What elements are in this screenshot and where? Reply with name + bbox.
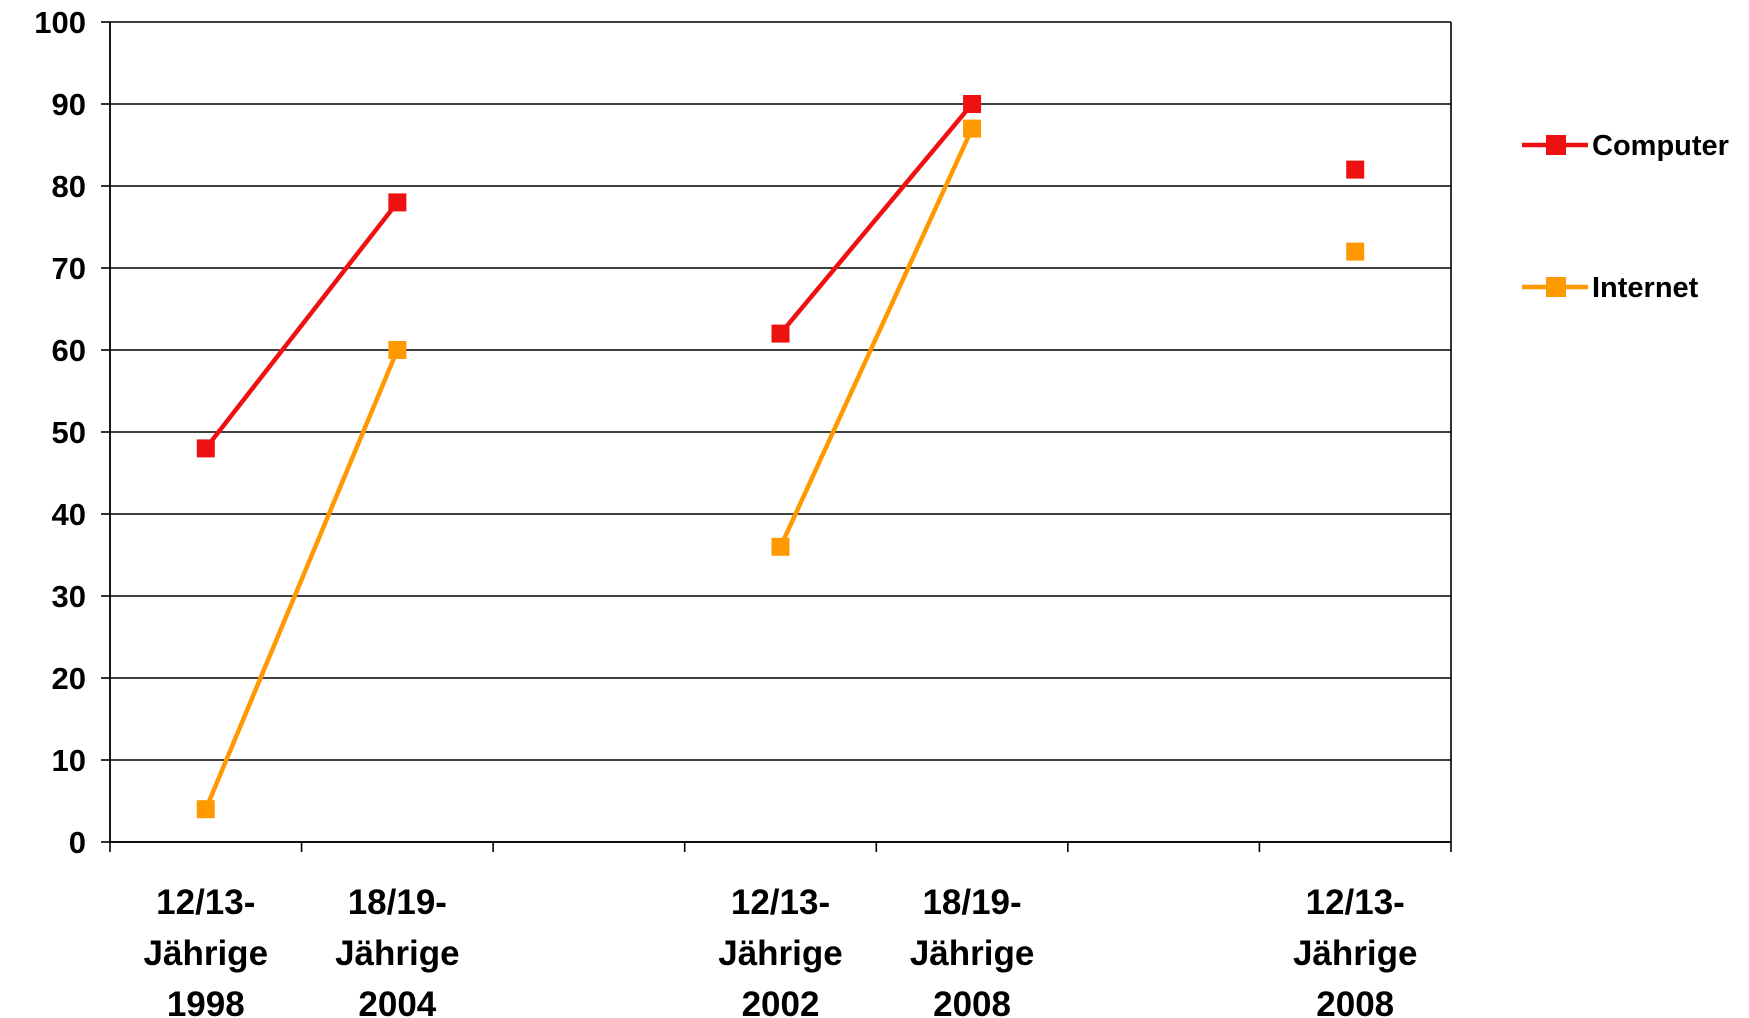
x-tick-label: 12/13- <box>1306 883 1405 922</box>
internet-line <box>203 349 400 811</box>
internet-legend-label: Internet <box>1592 272 1699 304</box>
y-tick-label: 50 <box>52 415 86 450</box>
y-tick-label: 60 <box>52 333 86 368</box>
internet-point <box>196 800 215 819</box>
x-tick-label: 12/13- <box>156 883 255 922</box>
y-tick-label: 10 <box>52 743 86 778</box>
y-tick-labels: 0 10 20 30 40 50 60 70 80 90 100 <box>34 5 86 860</box>
computer-point <box>963 95 982 113</box>
computer-line <box>778 102 974 336</box>
x-tick-labels: 12/13- Jährige 1998 18/19- Jährige 2004 12/13-… <box>144 883 1418 1018</box>
y-tick-label: 20 <box>52 661 86 696</box>
x-tick-label: Jährige <box>1293 934 1418 973</box>
gridlines <box>110 21 1451 843</box>
legend: Computer Internet <box>1522 130 1729 304</box>
x-tick-label: 2002 <box>742 985 820 1018</box>
internet-point <box>388 341 407 359</box>
computer-point <box>1346 160 1365 179</box>
x-tick-label: 12/13- <box>731 883 830 922</box>
computer-point <box>388 193 407 212</box>
x-tick-label: 2008 <box>1316 985 1394 1018</box>
computer-legend-marker <box>1546 135 1566 155</box>
y-tick-label: 30 <box>52 579 86 614</box>
x-tick-label: 2008 <box>933 985 1011 1018</box>
x-tick-label: 18/19- <box>348 883 447 922</box>
x-tick-label: Jährige <box>910 934 1035 973</box>
computer-line <box>204 201 400 450</box>
x-tick-label: Jährige <box>335 934 460 973</box>
y-tick-label: 90 <box>52 87 86 122</box>
internet-point <box>1346 242 1365 261</box>
computer-point <box>196 439 215 458</box>
internet-point <box>963 119 982 138</box>
x-tick-label: Jährige <box>718 934 843 973</box>
y-tick-label: 80 <box>52 169 86 204</box>
y-tick-label: 70 <box>52 251 86 286</box>
x-tick-label: 18/19- <box>922 883 1021 922</box>
y-tick-label: 100 <box>34 5 86 40</box>
x-tick-label: 2004 <box>358 985 436 1018</box>
y-tick-label: 0 <box>69 825 86 860</box>
internet-point <box>771 537 790 556</box>
series <box>196 95 1365 819</box>
internet-legend-marker <box>1546 277 1566 297</box>
x-tick-label: Jährige <box>144 934 269 973</box>
y-tick-label: 40 <box>52 497 86 532</box>
computer-point <box>771 324 790 343</box>
computer-legend-label: Computer <box>1592 130 1729 162</box>
internet-line <box>778 127 975 548</box>
x-tick-label: 1998 <box>167 985 245 1018</box>
axes <box>101 21 1452 852</box>
